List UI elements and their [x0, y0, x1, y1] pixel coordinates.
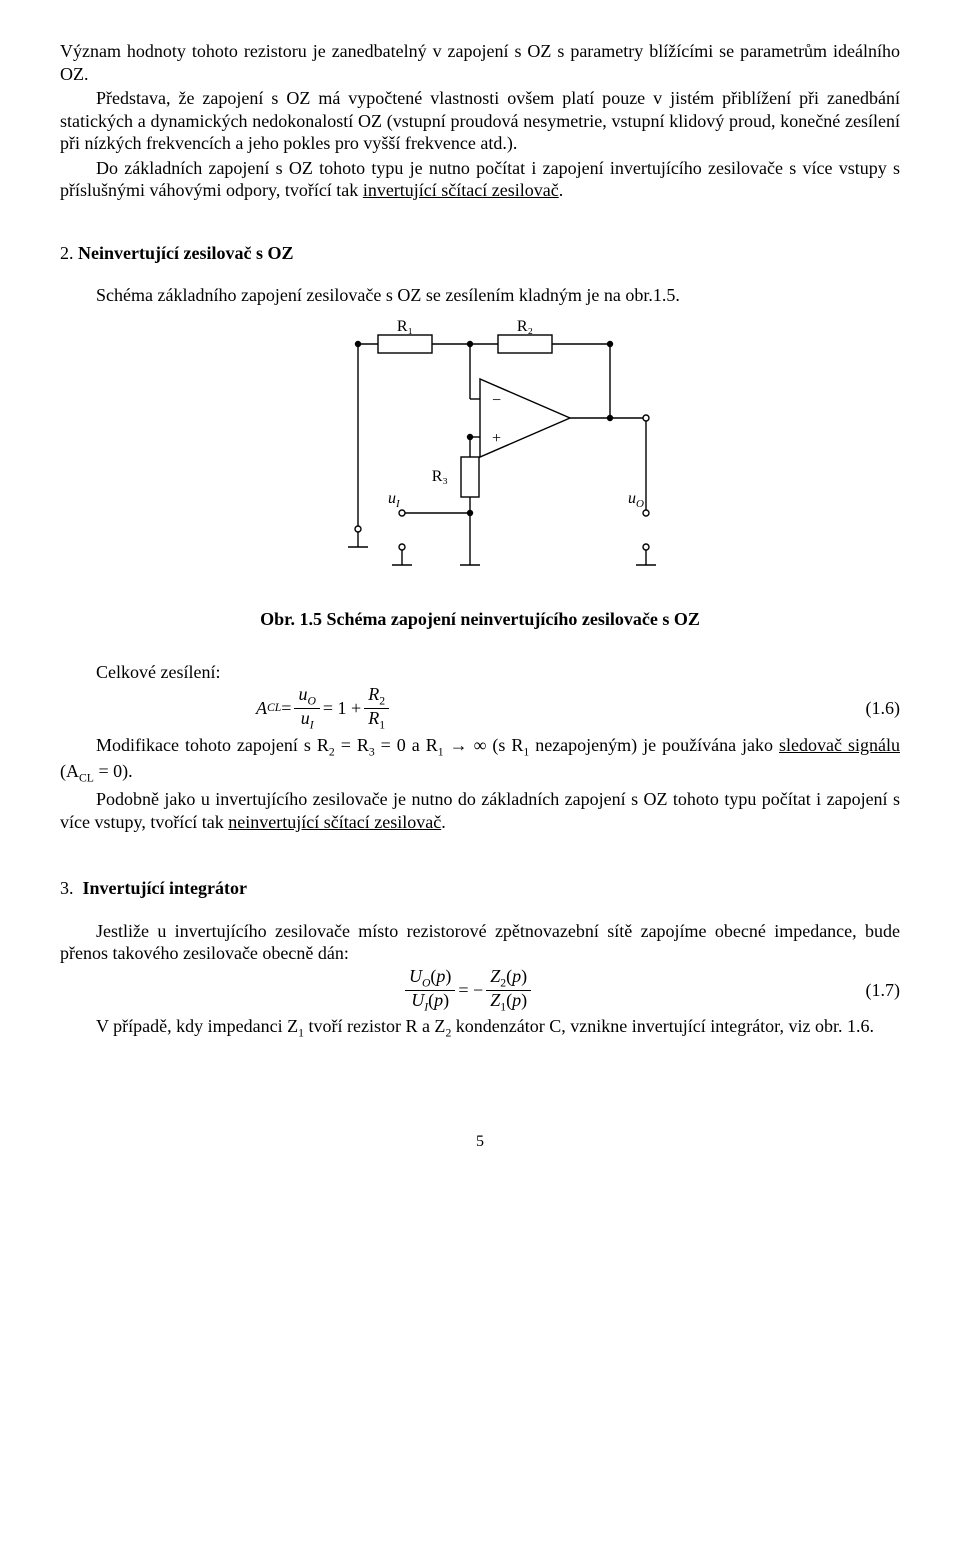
section-3-num: 3. [60, 877, 74, 900]
circuit-svg: R₁ R₂ − + [270, 317, 690, 577]
section-2-intro: Schéma základního zapojení zesilovače s … [60, 284, 900, 307]
equation-1-6: ACL = uO uI = 1 + R2 R1 (1.6) [60, 685, 900, 732]
equation-1-7: UO(p) UI(p) = − Z2(p) Z1(p) (1.7) [60, 967, 900, 1014]
label-r3: R₃ [432, 468, 448, 485]
f17-Z2: Z [490, 966, 500, 986]
para-2b-c: . [559, 180, 564, 200]
section-3-p1: Jestliže u invertujícího zesilovače míst… [60, 920, 900, 965]
para-2b: Do základních zapojení s OZ tohoto typu … [60, 157, 900, 202]
s3-p2c: kondenzátor C, vznikne invertující integ… [451, 1016, 874, 1036]
f16-A: A [256, 697, 267, 720]
f16-2: 2 [379, 695, 385, 708]
eq-1-7-num: (1.7) [840, 979, 900, 1002]
modifikace-para: Modifikace tohoto zapojení s R2 = R3 = 0… [60, 734, 900, 786]
s3-p2a: V případě, kdy impedanci Z [96, 1016, 298, 1036]
link-invert-scitaci: invertující sčítací zesilovač [363, 180, 559, 200]
f16-CL: CL [267, 701, 281, 716]
mod-c: = 0 a R [375, 735, 438, 755]
section-3-heading: 3. Invertující integrátor [60, 877, 900, 900]
section-2-heading: 2. Neinvertující zesilovač s OZ [60, 242, 900, 265]
svg-text:uI: uI [388, 490, 401, 510]
f16-I: I [310, 718, 314, 731]
label-r2: R₂ [517, 318, 533, 335]
section-3-p2: V případě, kdy impedanci Z1 tvoří rezist… [60, 1015, 900, 1041]
f17-Z1: Z [490, 990, 500, 1010]
f16-eq1: = [281, 697, 291, 720]
f16-R2: R [368, 684, 379, 704]
pod-a: Podobně jako u invertujícího zesilovače … [60, 789, 900, 832]
mod-a: Modifikace tohoto zapojení s R [96, 735, 329, 755]
label-r1: R₁ [397, 318, 413, 335]
fig-1-5-caption: Obr. 1.5 Schéma zapojení neinvertujícího… [60, 608, 900, 631]
circuit-diagram: R₁ R₂ − + [60, 317, 900, 583]
label-ui: u [388, 490, 396, 507]
f17-p3: p [512, 966, 521, 986]
link-sledovac: sledovač signálu [779, 735, 900, 755]
pod-b: . [441, 812, 446, 832]
svg-text:uO: uO [628, 490, 644, 510]
mod-b: = R [335, 735, 369, 755]
label-uo-sub: O [636, 498, 644, 510]
mod-f: (A [60, 761, 79, 781]
opamp-plus: + [492, 430, 501, 447]
podobne-para: Podobně jako u invertujícího zesilovače … [60, 788, 900, 833]
f17-UI: U [411, 990, 424, 1010]
f16-uI: u [301, 708, 310, 728]
mod-e: nezapojeným) je používána jako [529, 735, 779, 755]
page-number: 5 [60, 1132, 900, 1152]
section-3-title: Invertující integrátor [83, 878, 247, 898]
f17-p2: p [434, 990, 443, 1010]
label-ui-sub: I [395, 498, 401, 510]
f16-1: 1 [379, 718, 385, 731]
celkove-zesileni-label: Celkové zesílení: [60, 661, 900, 684]
s3-p2b: tvoří rezistor R a Z [304, 1016, 445, 1036]
section-2-num: 2. [60, 242, 74, 265]
para-2: Představa, že zapojení s OZ má vypočtené… [60, 87, 900, 155]
label-uo: u [628, 490, 636, 507]
f16-eq2: = 1 + [323, 697, 361, 720]
f17-eqm: = − [458, 979, 483, 1002]
mod-g: = 0). [94, 761, 133, 781]
para-1: Význam hodnoty tohoto rezistoru je zaned… [60, 40, 900, 85]
eq-1-6-num: (1.6) [840, 697, 900, 720]
f17-UO: U [409, 966, 422, 986]
section-2-title: Neinvertující zesilovač s OZ [78, 243, 293, 263]
link-neinvert-scitaci: neinvertující sčítací zesilovač [228, 812, 441, 832]
mod-d: → ∞ (s R [444, 735, 524, 755]
f17-p4: p [512, 990, 521, 1010]
f16-R1: R [368, 708, 379, 728]
opamp-minus: − [492, 392, 501, 409]
f16-O: O [307, 695, 315, 708]
